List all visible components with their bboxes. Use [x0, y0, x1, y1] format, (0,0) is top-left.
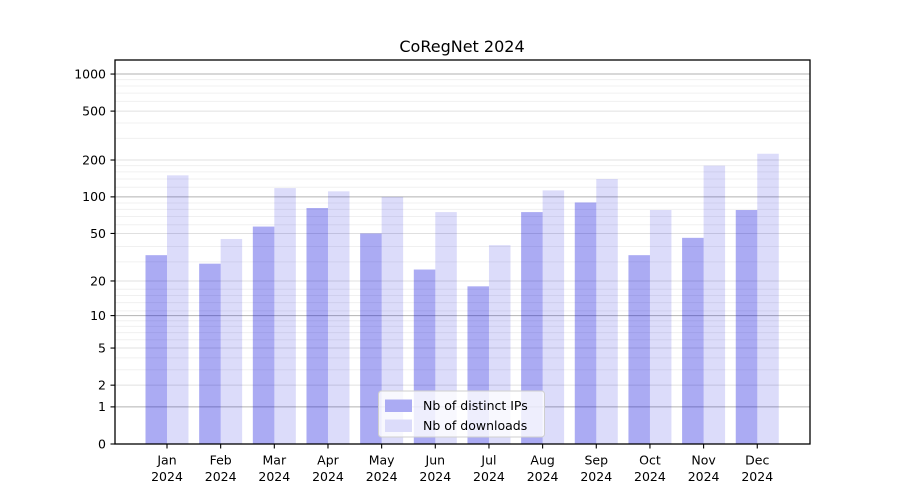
bar-series: [145, 153, 779, 444]
axis-ticks-and-labels: 01251020501002005001000Jan2024Feb2024Mar…: [74, 66, 773, 484]
legend-label-distinct-ips: Nb of distinct IPs: [423, 398, 528, 413]
y-tick-label-1: 1: [98, 399, 106, 414]
plot-frame: [114, 59, 811, 445]
x-tick-label-month-oct: Oct: [639, 453, 661, 468]
bar-distinct-ips-nov: [682, 237, 704, 444]
gridlines: [115, 73, 810, 408]
y-tick-label-2: 2: [98, 377, 106, 392]
x-tick-label-month-mar: Mar: [263, 453, 287, 468]
x-tick-label-month-sep: Sep: [584, 453, 608, 468]
x-tick-label-year-mar: 2024: [258, 469, 290, 484]
bar-downloads-sep: [596, 179, 618, 444]
y-tick-label-5: 5: [98, 340, 106, 355]
x-tick-label-year-jan: 2024: [151, 469, 183, 484]
legend: Nb of distinct IPs Nb of downloads: [378, 390, 545, 438]
bar-downloads-jan: [167, 175, 189, 444]
bar-downloads-feb: [220, 238, 243, 444]
x-tick-label-year-may: 2024: [366, 469, 398, 484]
x-tick-label-month-jun: Jun: [425, 453, 446, 468]
x-tick-label-month-dec: Dec: [745, 453, 769, 468]
y-tick-label-50: 50: [90, 226, 106, 241]
legend-label-downloads: Nb of downloads: [423, 418, 527, 433]
x-tick-label-year-aug: 2024: [527, 469, 559, 484]
y-tick-label-100: 100: [82, 189, 106, 204]
bar-distinct-ips-may: [360, 233, 382, 444]
bar-distinct-ips-jan: [145, 255, 167, 444]
y-tick-label-10: 10: [90, 308, 106, 323]
chart-title: CoRegNet 2024: [399, 37, 524, 56]
x-tick-label-year-oct: 2024: [634, 469, 666, 484]
x-tick-label-year-dec: 2024: [741, 469, 773, 484]
x-tick-label-month-apr: Apr: [317, 453, 339, 468]
bar-downloads-jun: [435, 212, 457, 444]
x-tick-label-year-jun: 2024: [419, 469, 451, 484]
bar-downloads-apr: [327, 191, 350, 444]
x-tick-label-year-sep: 2024: [580, 469, 612, 484]
legend-box: [378, 390, 545, 438]
bar-distinct-ips-oct: [628, 255, 650, 444]
x-tick-label-year-nov: 2024: [688, 469, 720, 484]
x-tick-label-month-aug: Aug: [530, 453, 554, 468]
y-tick-label-200: 200: [82, 152, 106, 167]
bar-downloads-nov: [703, 165, 726, 444]
x-tick-label-month-may: May: [369, 453, 395, 468]
y-tick-label-20: 20: [90, 273, 106, 288]
bar-downloads-aug: [542, 190, 565, 444]
y-tick-label-1000: 1000: [74, 66, 106, 81]
x-tick-label-year-apr: 2024: [312, 469, 344, 484]
bar-distinct-ips-mar: [252, 226, 275, 444]
bar-distinct-ips-aug: [521, 212, 543, 444]
x-tick-label-month-nov: Nov: [691, 453, 716, 468]
x-tick-label-year-feb: 2024: [205, 469, 237, 484]
x-tick-label-month-jul: Jul: [480, 453, 496, 468]
bar-downloads-mar: [274, 188, 296, 444]
x-tick-label-month-jan: Jan: [156, 453, 176, 468]
bar-distinct-ips-feb: [199, 263, 221, 444]
bar-distinct-ips-apr: [306, 208, 328, 444]
legend-swatch-distinct-ips: [385, 399, 412, 412]
bar-downloads-may: [381, 196, 404, 444]
bar-downloads-dec: [757, 153, 779, 444]
legend-swatch-downloads: [385, 419, 412, 432]
y-tick-label-500: 500: [82, 103, 106, 118]
bar-downloads-oct: [649, 210, 672, 444]
bar-distinct-ips-dec: [735, 210, 758, 444]
y-tick-label-0: 0: [98, 436, 106, 451]
x-tick-label-month-feb: Feb: [210, 453, 232, 468]
bar-distinct-ips-sep: [574, 202, 597, 444]
x-tick-label-year-jul: 2024: [473, 469, 505, 484]
